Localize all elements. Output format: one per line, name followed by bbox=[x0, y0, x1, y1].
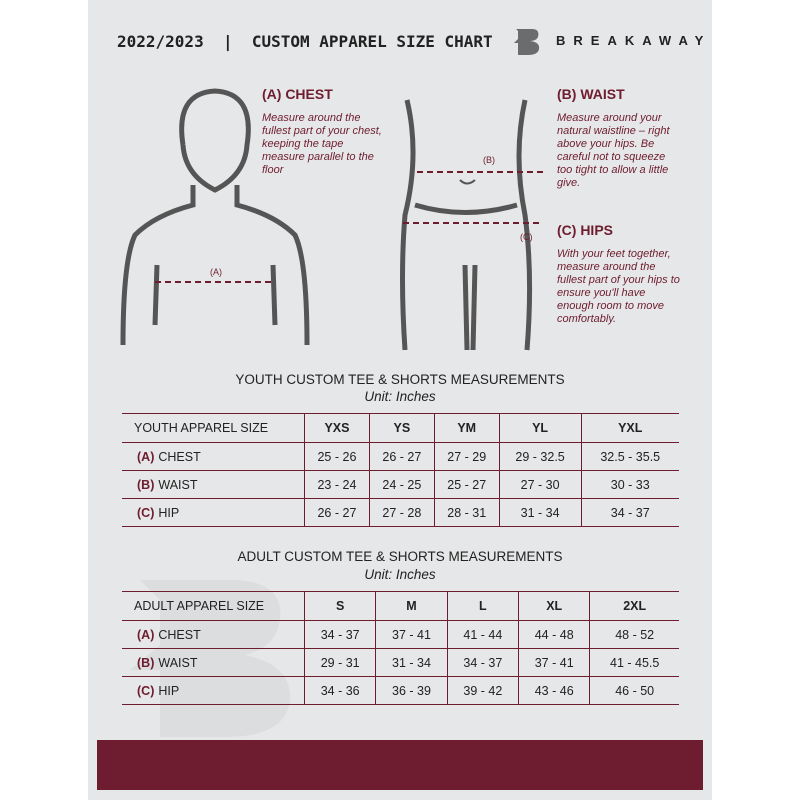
measurement-label: (A) CHEST bbox=[122, 620, 305, 649]
measurement-name: HIP bbox=[158, 683, 180, 698]
table-row: (B) WAIST 23 - 24 24 - 25 25 - 27 27 - 30 30 -… bbox=[122, 470, 679, 499]
measurement-label: (B) WAIST bbox=[122, 470, 305, 499]
size-header: YXS bbox=[304, 413, 370, 443]
measurement-value: 37 - 41 bbox=[518, 648, 590, 677]
size-label: ADULT APPAREL SIZE bbox=[122, 591, 305, 621]
measurement-value: 37 - 41 bbox=[375, 620, 448, 649]
footer-bar bbox=[97, 740, 703, 790]
brand-name: BREAKAWAY bbox=[556, 33, 712, 48]
measurement-code: (A) bbox=[137, 627, 155, 642]
measurement-value: 36 - 39 bbox=[375, 676, 448, 705]
measurement-name: WAIST bbox=[158, 655, 198, 670]
measurement-name: HIP bbox=[158, 505, 180, 520]
measurement-value: 25 - 27 bbox=[433, 470, 500, 499]
measurement-value: 39 - 42 bbox=[446, 676, 519, 705]
size-header: M bbox=[375, 591, 448, 621]
measurement-value: 48 - 52 bbox=[589, 620, 679, 649]
measurement-label: (C) HIP bbox=[122, 498, 305, 527]
measurement-value: 34 - 37 bbox=[303, 620, 376, 649]
measurement-name: WAIST bbox=[158, 477, 198, 492]
size-header: YL bbox=[498, 413, 581, 443]
hips-instructions: With your feet together, measure around … bbox=[557, 248, 680, 325]
measurement-value: 43 - 46 bbox=[518, 676, 590, 705]
size-header: YS bbox=[368, 413, 435, 443]
waist-heading: (B) WAIST bbox=[557, 86, 625, 102]
measurement-value: 31 - 34 bbox=[375, 648, 448, 677]
upper-body-illustration: (A) bbox=[120, 88, 310, 346]
table-header-row: ADULT APPAREL SIZE S M L XL 2XL bbox=[122, 591, 679, 621]
measurement-value: 34 - 37 bbox=[446, 648, 519, 677]
marker-a: (A) bbox=[210, 267, 222, 277]
chest-instructions: Measure around the fullest part of your … bbox=[262, 112, 382, 176]
measurement-label: (C) HIP bbox=[122, 676, 305, 705]
measurement-value: 28 - 31 bbox=[433, 498, 500, 527]
chest-heading: (A) CHEST bbox=[262, 86, 333, 102]
waist-instructions: Measure around your natural waistline – … bbox=[557, 112, 670, 189]
youth-unit: Unit: Inches bbox=[364, 389, 436, 404]
lower-body-illustration: (B) (C) bbox=[400, 99, 543, 351]
measurement-value: 24 - 25 bbox=[368, 470, 435, 499]
measurement-value: 41 - 45.5 bbox=[589, 648, 679, 677]
size-header: YM bbox=[433, 413, 500, 443]
youth-size-table: YOUTH APPAREL SIZE YXS YS YM YL YXL (A) CHEST 25… bbox=[122, 413, 679, 527]
table-row: (C) HIP 34 - 36 36 - 39 39 - 42 43 - 46 46 - 5… bbox=[122, 676, 679, 705]
measurement-value: 25 - 26 bbox=[304, 442, 370, 471]
measurement-value: 26 - 27 bbox=[368, 442, 435, 471]
measurement-code: (C) bbox=[137, 683, 155, 698]
breakaway-logo bbox=[514, 29, 540, 55]
measurement-value: 44 - 48 bbox=[518, 620, 590, 649]
measurement-value: 31 - 34 bbox=[498, 498, 581, 527]
size-header: L bbox=[446, 591, 519, 621]
measurement-value: 27 - 29 bbox=[433, 442, 500, 471]
measurement-value: 27 - 28 bbox=[368, 498, 435, 527]
adult-unit: Unit: Inches bbox=[364, 567, 436, 582]
measurement-value: 46 - 50 bbox=[589, 676, 679, 705]
measurement-code: (C) bbox=[137, 505, 155, 520]
table-row: (C) HIP 26 - 27 27 - 28 28 - 31 31 - 34 34 - 3… bbox=[122, 498, 679, 527]
measurement-value: 26 - 27 bbox=[304, 498, 370, 527]
table-header-row: YOUTH APPAREL SIZE YXS YS YM YL YXL bbox=[122, 413, 679, 443]
measurement-name: CHEST bbox=[158, 627, 201, 642]
measurement-value: 41 - 44 bbox=[446, 620, 519, 649]
measurement-name: CHEST bbox=[158, 449, 201, 464]
measurement-label: (A) CHEST bbox=[122, 442, 305, 471]
adult-table-title: ADULT CUSTOM TEE & SHORTS MEASUREMENTS bbox=[237, 549, 563, 564]
hips-heading: (C) HIPS bbox=[557, 222, 613, 238]
youth-table-title: YOUTH CUSTOM TEE & SHORTS MEASUREMENTS bbox=[235, 372, 565, 387]
measurement-value: 34 - 37 bbox=[580, 498, 679, 527]
table-row: (A) CHEST 25 - 26 26 - 27 27 - 29 29 - 32.5 32… bbox=[122, 442, 679, 471]
table-row: (B) WAIST 29 - 31 31 - 34 34 - 37 37 - 41 41 -… bbox=[122, 648, 679, 677]
measurement-code: (A) bbox=[137, 449, 155, 464]
size-label: YOUTH APPAREL SIZE bbox=[122, 413, 305, 443]
table-row: (A) CHEST 34 - 37 37 - 41 41 - 44 44 - 48 48 -… bbox=[122, 620, 679, 649]
measurement-value: 30 - 33 bbox=[580, 470, 679, 499]
measurement-value: 34 - 36 bbox=[303, 676, 376, 705]
measurement-code: (B) bbox=[137, 655, 155, 670]
page-title: 2022/2023 | CUSTOM APPAREL SIZE CHART bbox=[117, 32, 493, 51]
size-header: XL bbox=[518, 591, 590, 621]
adult-size-table: ADULT APPAREL SIZE S M L XL 2XL (A) CHEST 34 - 3… bbox=[122, 591, 679, 705]
size-header: 2XL bbox=[589, 591, 679, 621]
measurement-value: 27 - 30 bbox=[498, 470, 581, 499]
marker-b: (B) bbox=[483, 155, 495, 165]
measurement-value: 29 - 31 bbox=[303, 648, 376, 677]
marker-c: (C) bbox=[520, 232, 533, 242]
size-header: S bbox=[303, 591, 376, 621]
measurement-label: (B) WAIST bbox=[122, 648, 305, 677]
measurement-code: (B) bbox=[137, 477, 155, 492]
size-header: YXL bbox=[580, 413, 679, 443]
measurement-value: 23 - 24 bbox=[304, 470, 370, 499]
measurement-value: 29 - 32.5 bbox=[498, 442, 581, 471]
measurement-value: 32.5 - 35.5 bbox=[580, 442, 679, 471]
